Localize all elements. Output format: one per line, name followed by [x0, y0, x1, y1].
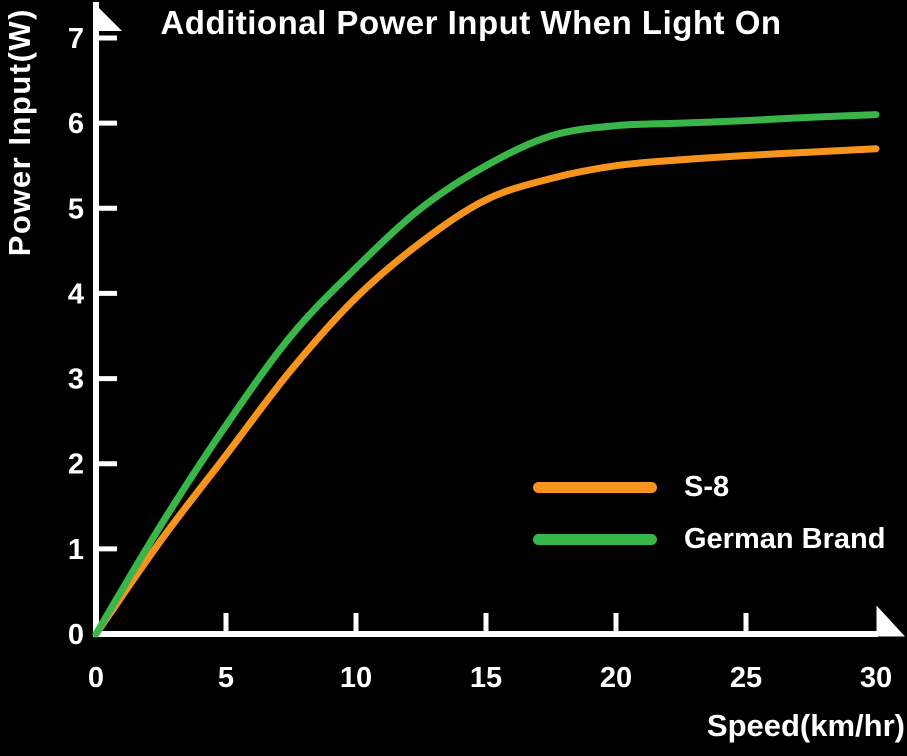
legend-item-german-brand: German Brand: [533, 522, 885, 556]
y-tick-label: 1: [68, 534, 84, 566]
y-tick-label: 5: [68, 193, 84, 225]
legend-label-s8: S-8: [684, 470, 730, 503]
x-tick-label: 30: [860, 662, 892, 694]
x-tick-label: 20: [600, 662, 632, 694]
x-axis-arrow-icon: [876, 605, 905, 637]
y-axis-title: Power Input(W): [2, 8, 37, 257]
series-line-german-brand: [92, 111, 880, 638]
y-tick-label: 2: [68, 449, 84, 481]
y-axis-arrow-icon: [93, 2, 122, 31]
chart-title: Additional Power Input When Light On: [160, 4, 782, 41]
legend-item-s8: S-8: [533, 470, 885, 504]
x-tick-label: 25: [730, 662, 762, 694]
x-tick-label: 10: [340, 662, 372, 694]
y-tick-label: 0: [68, 619, 84, 651]
legend-swatch-german-brand: [533, 533, 657, 545]
series-line-s-8: [92, 145, 880, 638]
y-tick-label: 7: [68, 23, 84, 55]
x-tick-label: 0: [88, 662, 104, 694]
y-tick-label: 6: [68, 108, 84, 140]
x-axis-title: Speed(km/hr): [706, 708, 905, 743]
y-tick-label: 3: [68, 364, 84, 396]
legend: S-8 German Brand: [533, 470, 885, 556]
x-tick-label: 5: [218, 662, 234, 694]
y-tick-label: 4: [68, 278, 84, 310]
legend-swatch-s8: [533, 481, 657, 493]
x-tick-label: 15: [470, 662, 502, 694]
legend-label-german-brand: German Brand: [684, 522, 886, 555]
